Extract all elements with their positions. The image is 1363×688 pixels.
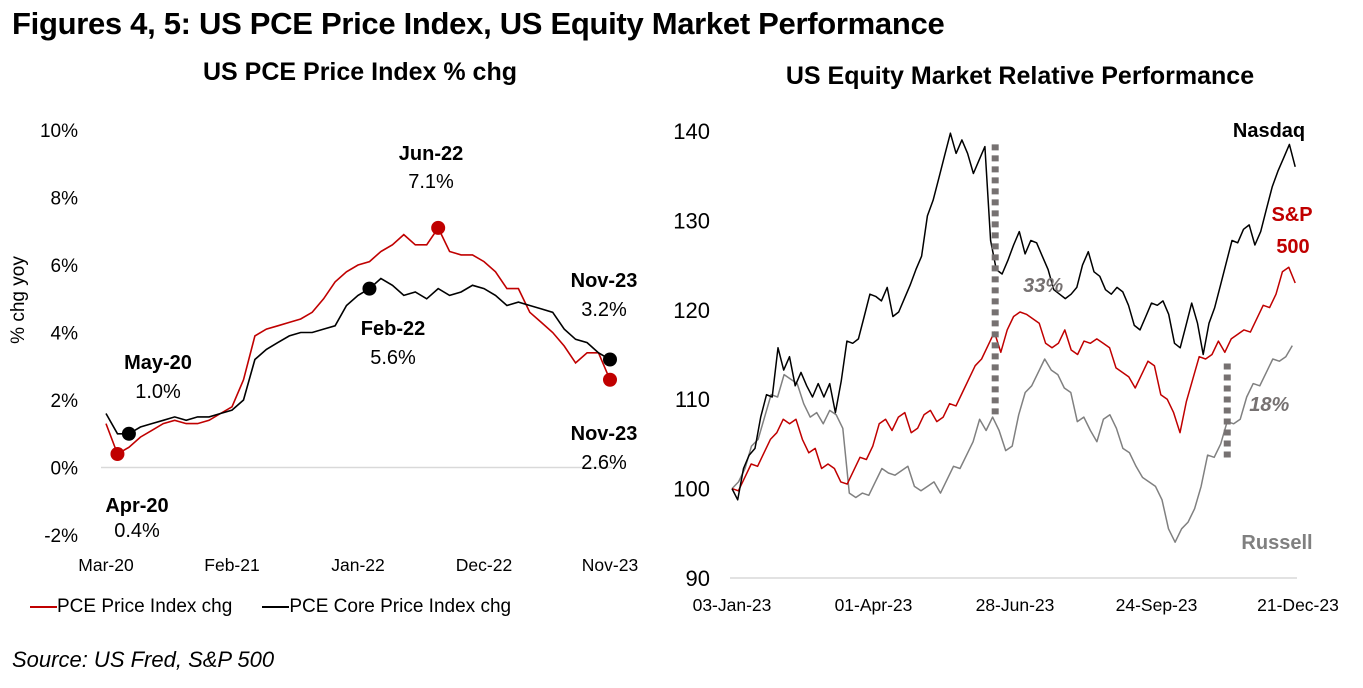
legend-label-pce: PCE Price Index chg [57, 596, 233, 617]
x-tick-label: 03-Jan-23 [693, 595, 772, 615]
point-label-value: 2.6% [581, 452, 627, 474]
y-tick-label: 140 [673, 119, 710, 144]
y-tick-label: 0% [51, 459, 79, 480]
point-label-date: Jun-22 [399, 143, 463, 165]
x-tick-label: Dec-22 [456, 555, 512, 575]
left-chart-title: US PCE Price Index % chg [203, 58, 517, 86]
left-chart-legend: PCE Price Index chg PCE Core Price Index… [30, 596, 511, 618]
x-tick-label: 21-Dec-23 [1257, 595, 1339, 615]
point-label-value: 1.0% [135, 381, 181, 403]
y-tick-label: 10% [40, 121, 78, 142]
y-tick-label: 2% [51, 391, 79, 412]
sp500-label: S&P [1271, 204, 1312, 226]
x-tick-label: 01-Apr-23 [835, 595, 913, 615]
point-label-value: 5.6% [370, 347, 416, 369]
data-point-marker [110, 447, 125, 461]
point-label-date: Feb-22 [361, 318, 425, 340]
russell-line [731, 345, 1293, 543]
y-tick-label: 4% [51, 324, 79, 345]
legend-item-pce-core: PCE Core Price Index chg [262, 596, 511, 618]
x-tick-label: Nov-23 [582, 555, 638, 575]
x-tick-label: 24-Sep-23 [1116, 595, 1198, 615]
nasdaq-line [731, 132, 1296, 501]
data-point-marker [121, 426, 136, 441]
y-tick-label: 90 [686, 566, 710, 591]
x-tick-label: 28-Jun-23 [976, 595, 1055, 615]
y-tick-label: 110 [675, 387, 710, 412]
figure-title: Figures 4, 5: US PCE Price Index, US Equ… [12, 6, 945, 41]
x-tick-label: Jan-22 [331, 555, 385, 575]
legend-label-pce-core: PCE Core Price Index chg [289, 596, 512, 617]
pce-line [105, 226, 611, 456]
range-percent-label: 18% [1249, 394, 1289, 416]
point-label-value: 7.1% [408, 171, 454, 193]
point-label-date: May-20 [124, 352, 192, 374]
data-point-marker [362, 281, 377, 296]
nasdaq-label: Nasdaq [1233, 120, 1305, 142]
y-tick-label: 130 [673, 208, 710, 233]
source-note: Source: US Fred, S&P 500 [12, 647, 275, 672]
y-tick-label: 120 [673, 298, 710, 323]
y-axis-title: % chg yoy [8, 256, 29, 344]
x-tick-label: Mar-20 [78, 555, 134, 575]
legend-item-pce: PCE Price Index chg [30, 596, 232, 618]
legend-swatch-red [30, 606, 57, 608]
point-label-value: 0.4% [114, 520, 160, 542]
data-point-marker [603, 372, 617, 387]
point-label-date: Apr-20 [105, 495, 168, 517]
x-tick-label: Feb-21 [204, 555, 259, 575]
sp500-label: 500 [1276, 236, 1309, 258]
pce-core-line [105, 277, 611, 435]
y-tick-label: 6% [51, 256, 79, 277]
data-point-marker [603, 352, 617, 367]
y-tick-label: 8% [51, 189, 79, 210]
range-percent-label: 33% [1023, 275, 1063, 297]
data-point-marker [431, 220, 446, 235]
right-chart-title: US Equity Market Relative Performance [785, 62, 1255, 90]
sp500-line [731, 266, 1296, 492]
point-label-date: Nov-23 [571, 270, 638, 292]
legend-swatch-black [262, 606, 290, 608]
point-label-value: 3.2% [581, 299, 627, 321]
russell-label: Russell [1241, 532, 1312, 554]
y-tick-label: 100 [673, 477, 710, 502]
y-tick-label: -2% [44, 526, 78, 547]
point-label-date: Nov-23 [571, 423, 638, 445]
